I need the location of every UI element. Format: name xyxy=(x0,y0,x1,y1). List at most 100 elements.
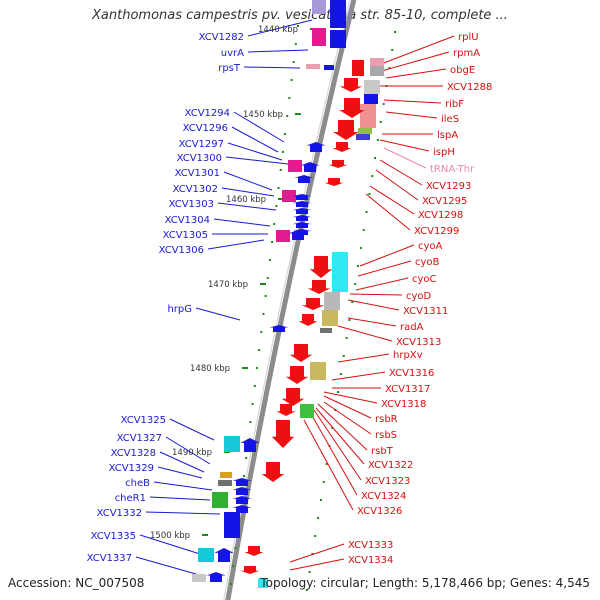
leader-line-obge xyxy=(385,68,447,79)
scale-dot-right xyxy=(391,49,394,51)
scale-dot-right xyxy=(337,391,340,393)
leader-line-xcv1323 xyxy=(313,409,362,481)
left-gene-label-xcv1303: XCV1303 xyxy=(169,199,214,210)
scale-dot-right xyxy=(317,517,320,519)
scale-dot-right xyxy=(394,31,397,33)
leader-line-xcv1322 xyxy=(315,407,365,465)
right-gene-label-xcv1288: XCV1288 xyxy=(447,82,492,93)
scale-dot-right xyxy=(308,571,311,573)
right-gene-label-xcv1323: XCV1323 xyxy=(365,476,410,487)
leader-line-cyoc xyxy=(355,277,409,291)
gene-glyph-salmon xyxy=(360,104,376,128)
scale-dot-left xyxy=(264,295,267,297)
gene-arrow-red xyxy=(339,78,363,92)
left-gene-label-xcv1306: XCV1306 xyxy=(159,245,204,256)
gene-arrow-blue xyxy=(292,201,312,207)
genome-title: Xanthomonas campestris pv. vesicatoria s… xyxy=(92,8,508,23)
right-gene-label-cyob: cyoB xyxy=(415,257,440,268)
gene-arrow-red xyxy=(289,344,313,362)
gene-arrow-blue xyxy=(294,175,314,183)
scale-dot-left xyxy=(290,79,293,81)
scale-dot-left xyxy=(232,565,235,567)
gene-arrow-blue xyxy=(292,222,312,228)
left-gene-label-rpst: rpsT xyxy=(218,63,241,74)
leader-line-uvra xyxy=(247,49,309,53)
leader-line-rsbr xyxy=(323,395,372,419)
gene-glyph-green xyxy=(212,492,228,508)
scale-dot-left xyxy=(255,367,258,369)
leader-line-cyod xyxy=(349,293,403,296)
leader-line-xcv1335 xyxy=(139,534,201,555)
right-gene-label-xcv1311: XCV1311 xyxy=(403,306,448,317)
gene-glyph-cyan xyxy=(198,548,214,562)
leader-line-xcv1301 xyxy=(223,171,273,191)
scale-label-1470-kbp: 1470 kbp xyxy=(208,280,248,290)
gene-arrow-red xyxy=(240,566,260,574)
scale-dot-left xyxy=(277,187,280,189)
leader-line-xcv1303 xyxy=(217,202,277,211)
gene-glyph-magenta xyxy=(276,230,290,242)
left-gene-label-xcv1305: XCV1305 xyxy=(163,230,208,241)
scale-dot-left xyxy=(288,97,291,99)
right-gene-label-xcv1317: XCV1317 xyxy=(385,384,430,395)
scale-dot-right xyxy=(305,589,308,591)
right-gene-label-obge: obgE xyxy=(450,65,475,76)
leader-line-rsbt xyxy=(317,403,368,451)
right-gene-label-lspa: lspA xyxy=(437,130,458,141)
leader-line-cyob xyxy=(357,260,412,277)
gene-glyph-magenta xyxy=(282,190,296,202)
gene-glyph-lavender xyxy=(312,0,326,14)
leader-line-xcv1293 xyxy=(379,159,423,186)
scale-dot-right xyxy=(362,229,365,231)
left-gene-label-xcv1294: XCV1294 xyxy=(185,108,230,119)
gene-glyph-blue xyxy=(330,0,346,28)
leader-line-trna-thr xyxy=(383,147,427,169)
left-gene-label-xcv1301: XCV1301 xyxy=(175,168,220,179)
leader-line-xcv1294 xyxy=(233,111,285,143)
scale-dot-right xyxy=(339,373,342,375)
right-gene-label-iles: ileS xyxy=(441,114,459,125)
leader-line-xcv1298 xyxy=(369,185,415,215)
gene-glyph-green xyxy=(300,404,314,418)
gene-arrow-red xyxy=(244,546,264,556)
scale-dot-left xyxy=(292,61,295,63)
gene-glyph-magenta xyxy=(312,28,326,46)
scale-dot-left xyxy=(251,403,254,405)
leader-line-cyoa xyxy=(359,244,415,267)
gene-arrow-blue xyxy=(232,505,252,513)
left-gene-label-xcv1328: XCV1328 xyxy=(111,448,156,459)
right-gene-label-rsbr: rsbR xyxy=(375,414,398,425)
scale-dot-left xyxy=(249,421,252,423)
gene-glyph-blue xyxy=(364,94,378,104)
right-gene-label-xcv1299: XCV1299 xyxy=(414,226,459,237)
left-gene-label-xcv1327: XCV1327 xyxy=(117,433,162,444)
gene-glyph-pink xyxy=(370,58,384,66)
scale-dot-left xyxy=(253,385,256,387)
right-gene-label-cyod: cyoD xyxy=(406,291,432,302)
gene-glyph-orange xyxy=(220,472,232,478)
leader-line-xcv1326 xyxy=(303,419,354,511)
leader-line-cher1 xyxy=(149,496,211,501)
gene-arrow-blue xyxy=(292,208,312,214)
right-gene-label-xcv1313: XCV1313 xyxy=(396,337,441,348)
leader-line-xcv1327 xyxy=(165,436,211,465)
leader-line-xcv1306 xyxy=(207,239,265,250)
right-gene-label-ribf: ribF xyxy=(445,99,464,110)
scale-dot-right xyxy=(371,175,374,177)
right-gene-label-xcv1298: XCV1298 xyxy=(418,210,463,221)
gene-arrow-red xyxy=(309,256,333,278)
leader-line-rada xyxy=(347,317,397,327)
leader-line-cheb xyxy=(153,481,213,491)
scale-dot-right xyxy=(382,103,385,105)
gene-arrow-red xyxy=(271,420,295,448)
leader-line-rsbs xyxy=(323,401,372,435)
left-gene-label-cheb: cheB xyxy=(125,478,150,489)
leader-line-isph xyxy=(379,139,430,152)
scale-dot-left xyxy=(281,151,284,153)
leader-line-xcv1325 xyxy=(169,418,215,441)
gene-arrow-blue xyxy=(300,162,320,172)
left-gene-label-xcv1332: XCV1332 xyxy=(97,508,142,519)
scale-dot-right xyxy=(351,301,354,303)
scale-dot-right xyxy=(311,553,314,555)
